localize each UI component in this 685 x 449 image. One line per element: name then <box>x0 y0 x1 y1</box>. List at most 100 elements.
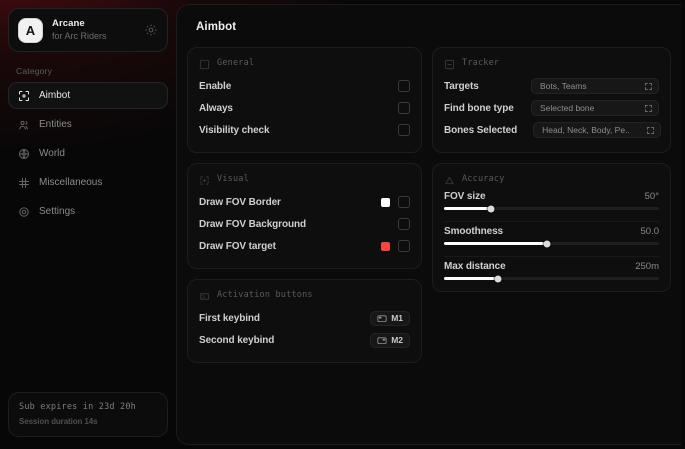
first-keybind-button[interactable]: M1 <box>370 310 410 326</box>
row-visibility-check[interactable]: Visibility check <box>199 119 410 141</box>
slider-smoothness: Smoothness 50.0 <box>444 226 659 247</box>
row-targets[interactable]: Targets Bots, Teams <box>444 75 659 97</box>
right-column: Tracker Targets Bots, Teams <box>432 47 671 363</box>
target-frame-icon <box>444 57 455 70</box>
row-label: Second keybind <box>199 334 275 346</box>
divider <box>444 256 659 257</box>
panel-activation-header: Activation buttons <box>199 289 410 300</box>
panel-tracker-header: Tracker <box>444 57 659 70</box>
panel-activation-title: Activation buttons <box>217 289 313 300</box>
fov-target-color-swatch[interactable] <box>381 241 390 251</box>
row-draw-fov-target[interactable]: Draw FOV target <box>199 235 410 257</box>
subscription-expiry-text: Sub expires in 23d 20h <box>19 402 136 412</box>
expand-icon <box>644 82 653 91</box>
sidebar-spacer <box>8 225 168 392</box>
main-content: Aimbot General Enable <box>176 4 681 445</box>
divider <box>444 221 659 222</box>
fov-border-color-swatch[interactable] <box>381 197 390 207</box>
slider-fill <box>444 277 498 280</box>
bones-selected-dropdown[interactable]: Head, Neck, Body, Pe.. <box>533 122 662 138</box>
sidebar-item-label: Entities <box>39 119 72 130</box>
row-label: Targets <box>444 80 479 92</box>
expand-icon <box>644 104 653 113</box>
mouse-right-icon <box>377 336 387 344</box>
plus-frame-icon <box>199 173 210 185</box>
app-subtitle: for Arc Riders <box>52 30 107 41</box>
row-label: Always <box>199 102 233 114</box>
sidebar-item-label: Miscellaneous <box>39 177 103 188</box>
draw-fov-border-checkbox[interactable] <box>398 196 410 208</box>
row-enable[interactable]: Enable <box>199 75 410 97</box>
sidebar-nav: Aimbot Entities <box>8 82 168 225</box>
slider-knob[interactable] <box>543 240 551 247</box>
panel-visual: Visual Draw FOV Border Draw FOV Backgrou… <box>187 163 422 269</box>
sidebar-item-world[interactable]: World <box>8 140 168 167</box>
panel-activation-buttons: Activation buttons First keybind <box>187 279 422 363</box>
left-column: General Enable Always Visibility check <box>187 47 422 363</box>
slider-smoothness-header: Smoothness 50.0 <box>444 226 659 237</box>
sidebar-item-label: Aimbot <box>39 90 71 101</box>
panel-accuracy-header: Accuracy <box>444 173 659 185</box>
second-keybind-button[interactable]: M2 <box>370 332 410 348</box>
gear-icon[interactable] <box>144 23 158 37</box>
row-label: Visibility check <box>199 124 270 136</box>
slider-fov-size: FOV size 50° <box>444 191 659 212</box>
visibility-check-checkbox[interactable] <box>398 124 410 136</box>
row-bones-selected[interactable]: Bones Selected Head, Neck, Body, Pe.. <box>444 119 662 141</box>
mouse-icon <box>199 289 210 300</box>
panel-general: General Enable Always Visibility check <box>187 47 422 153</box>
sidebar-item-settings[interactable]: Settings <box>8 198 168 225</box>
panel-general-title: General <box>217 57 255 68</box>
sidebar-item-entities[interactable]: Entities <box>8 111 168 138</box>
smoothness-slider[interactable] <box>444 240 659 247</box>
slider-label: FOV size <box>444 191 486 202</box>
entities-icon <box>18 119 30 131</box>
row-draw-fov-border[interactable]: Draw FOV Border <box>199 191 410 213</box>
fov-size-slider[interactable] <box>444 205 659 212</box>
sidebar-item-aimbot[interactable]: Aimbot <box>8 82 168 109</box>
triangle-icon <box>444 173 455 185</box>
row-label: Find bone type <box>444 102 514 114</box>
panel-general-header: General <box>199 57 410 70</box>
brand-text: Arcane for Arc Riders <box>52 18 135 41</box>
slider-knob[interactable] <box>487 205 495 212</box>
panel-visual-title: Visual <box>217 173 249 184</box>
expand-icon <box>646 126 655 135</box>
sidebar-item-miscellaneous[interactable]: Miscellaneous <box>8 169 168 196</box>
row-draw-fov-background[interactable]: Draw FOV Background <box>199 213 410 235</box>
panel-accuracy: Accuracy FOV size 50° <box>432 163 671 292</box>
draw-fov-background-checkbox[interactable] <box>398 218 410 230</box>
subscription-status-card: Sub expires in 23d 20h Session duration … <box>8 392 168 437</box>
sidebar: A Arcane for Arc Riders Category <box>0 0 176 449</box>
slider-fill <box>444 207 492 210</box>
second-keybind-value: M2 <box>391 335 403 345</box>
always-checkbox[interactable] <box>398 102 410 114</box>
slider-fov-size-header: FOV size 50° <box>444 191 659 202</box>
row-second-keybind[interactable]: Second keybind M2 <box>199 329 410 351</box>
targets-value: Bots, Teams <box>540 81 587 91</box>
slider-knob[interactable] <box>494 275 502 282</box>
enable-checkbox[interactable] <box>398 80 410 92</box>
row-find-bone-type[interactable]: Find bone type Selected bone <box>444 97 659 119</box>
max-distance-value: 250m <box>635 261 659 272</box>
app-logo: A <box>18 17 43 43</box>
crosshair-icon <box>18 90 30 102</box>
smoothness-value: 50.0 <box>640 226 660 237</box>
sidebar-item-label: World <box>39 148 65 159</box>
slider-max-distance-header: Max distance 250m <box>444 261 659 272</box>
row-always[interactable]: Always <box>199 97 410 119</box>
find-bone-type-dropdown[interactable]: Selected bone <box>531 100 659 116</box>
fov-background-color-swatch[interactable] <box>381 220 390 229</box>
draw-fov-target-checkbox[interactable] <box>398 240 410 252</box>
sidebar-category-label: Category <box>16 66 53 76</box>
sidebar-item-label: Settings <box>39 206 76 217</box>
slider-max-distance: Max distance 250m <box>444 261 659 282</box>
row-label: Enable <box>199 80 232 92</box>
page-title: Aimbot <box>196 21 237 33</box>
targets-dropdown[interactable]: Bots, Teams <box>531 78 659 94</box>
max-distance-slider[interactable] <box>444 275 659 282</box>
row-first-keybind[interactable]: First keybind M1 <box>199 307 410 329</box>
settings-columns: General Enable Always Visibility check <box>187 47 671 363</box>
row-label: Draw FOV Border <box>199 196 281 208</box>
globe-icon <box>18 148 30 160</box>
